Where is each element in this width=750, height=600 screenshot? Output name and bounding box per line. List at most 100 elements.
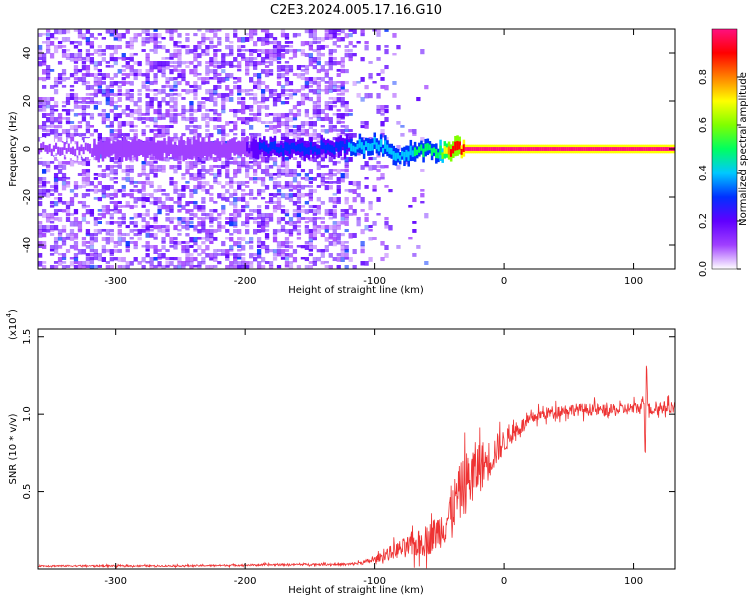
heatmap-cell xyxy=(340,209,345,213)
heatmap-cell xyxy=(225,173,230,179)
heatmap-cell xyxy=(165,249,170,253)
heatmap-cell xyxy=(97,101,102,105)
heatmap-cell xyxy=(61,181,67,186)
signal-core-cell xyxy=(486,147,489,151)
heatmap-cell xyxy=(276,65,282,69)
heatmap-cell xyxy=(340,81,345,87)
heatmap-cell xyxy=(117,133,122,139)
heatmap-cell xyxy=(205,89,210,95)
heatmap-cell xyxy=(288,49,294,53)
heatmap-cell xyxy=(221,53,226,58)
heatmap-cell xyxy=(201,181,206,185)
heatmap-cell xyxy=(49,69,55,72)
heatmap-cell xyxy=(89,113,95,119)
heatmap-cell xyxy=(300,125,306,129)
heatmap-cell xyxy=(97,189,102,193)
signal-core-cell xyxy=(76,141,79,151)
heatmap-cell xyxy=(129,169,134,173)
heatmap-cell xyxy=(348,189,353,193)
heatmap-cell xyxy=(121,57,126,61)
heatmap-cell xyxy=(324,85,329,90)
signal-core-cell xyxy=(131,143,134,151)
heatmap-cell xyxy=(85,85,91,91)
heatmap-cell xyxy=(360,29,365,34)
heatmap-cell xyxy=(85,177,91,182)
heatmap-cell xyxy=(125,45,130,49)
heatmap-cell xyxy=(233,209,238,214)
heatmap-cell xyxy=(125,121,130,127)
heatmap-cell xyxy=(376,45,381,51)
heatmap-cell xyxy=(420,201,425,204)
heatmap-cell xyxy=(117,233,122,237)
heatmap-cell xyxy=(332,101,337,104)
heatmap-cell xyxy=(213,117,218,122)
signal-core-cell xyxy=(248,147,251,154)
heatmap-cell xyxy=(276,57,282,61)
heatmap-cell xyxy=(193,53,198,58)
heatmap-cell xyxy=(129,69,134,73)
signal-core-cell xyxy=(413,147,417,157)
heatmap-cell xyxy=(169,205,174,210)
heatmap-cell xyxy=(276,181,282,186)
heatmap-cell xyxy=(233,225,238,228)
heatmap-cell xyxy=(229,73,234,79)
heatmap-cell xyxy=(61,29,67,35)
heatmap-cell xyxy=(320,201,325,205)
heatmap-cell xyxy=(69,125,75,131)
heatmap-cell xyxy=(41,109,47,112)
heatmap-cell xyxy=(109,257,114,262)
heatmap-cell xyxy=(61,85,67,88)
heatmap-cell xyxy=(157,125,162,129)
heatmap-cell xyxy=(101,37,106,40)
heatmap-cell xyxy=(336,237,341,241)
heatmap-cell xyxy=(41,33,47,36)
heatmap-cell xyxy=(213,53,218,57)
signal-core-cell xyxy=(116,144,120,154)
heatmap-cell xyxy=(205,121,210,126)
heatmap-cell xyxy=(256,81,262,85)
heatmap-cell xyxy=(121,221,126,225)
heatmap-cell xyxy=(73,141,79,146)
heatmap-cell xyxy=(81,37,87,40)
heatmap-cell xyxy=(93,253,99,258)
heatmap-cell xyxy=(264,129,270,132)
signal-core-cell xyxy=(664,147,667,151)
heatmap-cell xyxy=(229,61,234,66)
heatmap-cell xyxy=(201,209,206,213)
heatmap-cell xyxy=(65,109,71,114)
signal-core-cell xyxy=(188,144,192,154)
heatmap-cell xyxy=(260,225,266,230)
heatmap-cell xyxy=(125,41,130,45)
heatmap-cell xyxy=(384,49,389,55)
signal-core-cell xyxy=(660,147,663,151)
heatmap-cell xyxy=(304,53,310,57)
signal-core-cell xyxy=(522,147,525,151)
signal-core-cell xyxy=(38,148,41,155)
heatmap-cell xyxy=(300,205,306,208)
signal-core-cell xyxy=(418,146,421,153)
heatmap-cell xyxy=(45,225,51,229)
heatmap-cell xyxy=(181,117,186,121)
heatmap-cell xyxy=(41,169,47,174)
heatmap-cell xyxy=(300,217,306,220)
heatmap-cell xyxy=(173,169,178,174)
heatmap-cell xyxy=(117,81,122,84)
heatmap-cell xyxy=(316,45,321,51)
heatmap-cell xyxy=(177,33,182,38)
heatmap-cell xyxy=(256,245,262,249)
heatmap-cell xyxy=(209,197,214,202)
heatmap-cell xyxy=(201,189,206,192)
heatmap-cell xyxy=(85,53,91,57)
heatmap-cell xyxy=(105,237,110,241)
heatmap-cell xyxy=(57,257,63,262)
heatmap-cell xyxy=(332,89,337,92)
heatmap-cell xyxy=(121,169,126,173)
signal-core-cell xyxy=(607,147,610,151)
heatmap-cell xyxy=(268,41,274,45)
heatmap-cell xyxy=(129,125,134,128)
heatmap-cell xyxy=(97,137,102,142)
heatmap-cell xyxy=(276,165,282,171)
heatmap-cell xyxy=(65,233,71,239)
heatmap-cell xyxy=(209,173,214,176)
